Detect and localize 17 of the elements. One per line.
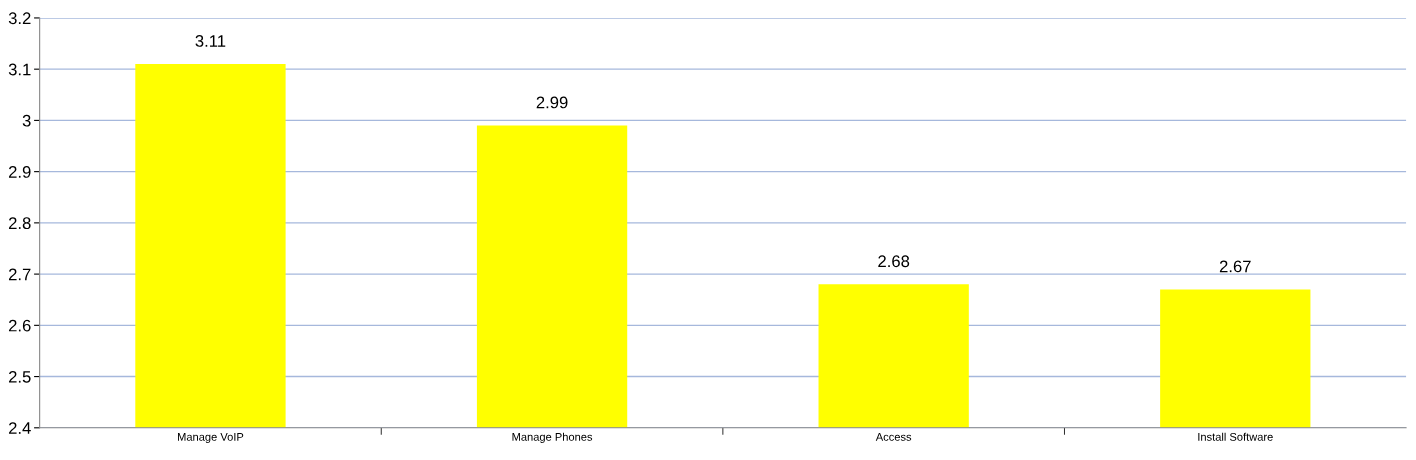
data-label: 3.11: [195, 35, 226, 47]
y-tick-label: 2.7: [8, 268, 31, 281]
data-label: 2.99: [536, 96, 568, 109]
data-label: 2.67: [1219, 260, 1251, 273]
x-tick-label: Access: [875, 433, 912, 441]
x-tick-label: Install Software: [1198, 432, 1273, 441]
y-tick-label: 3.2: [8, 12, 31, 25]
y-tick-label: 3.1: [8, 63, 31, 76]
y-tick-label: 2.6: [8, 319, 31, 332]
x-tick-label: Manage VoIP: [178, 433, 244, 444]
y-tick-label: 2.4: [8, 422, 31, 434]
data-label: 2.68: [878, 255, 910, 268]
y-tick-label: 2.5: [8, 370, 31, 383]
y-tick-label: 2.9: [8, 166, 31, 178]
x-tick-label: Manage Phones: [512, 432, 593, 444]
y-tick-label: 2.8: [8, 217, 31, 230]
y-tick-label: 3: [22, 114, 31, 127]
